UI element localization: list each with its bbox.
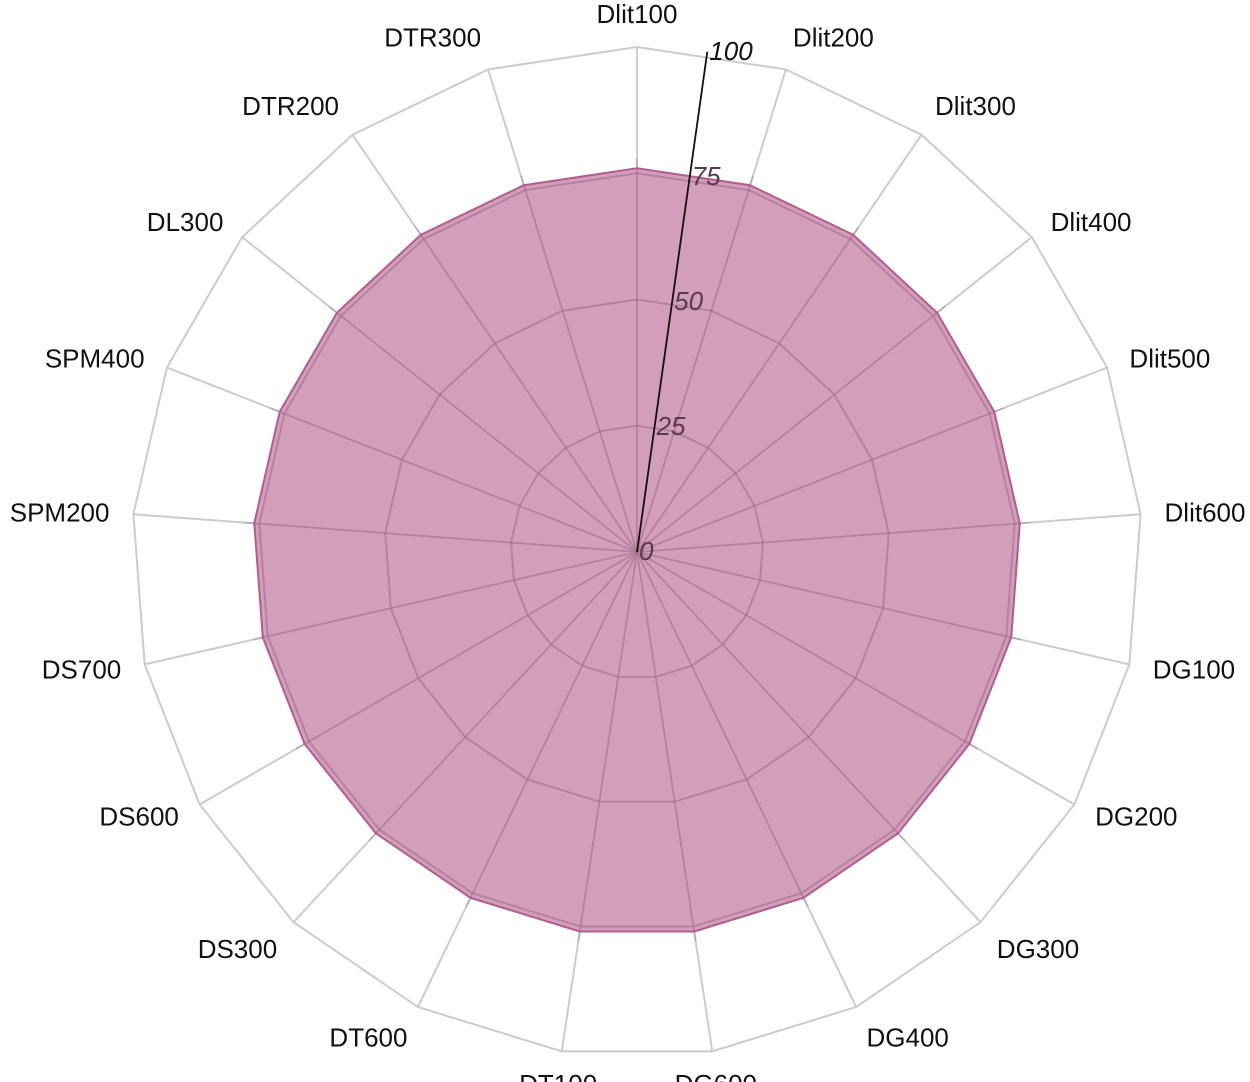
grid-ring-75 (258, 172, 1016, 928)
radial-tick-label: 50 (674, 286, 703, 316)
radial-tick-label: 75 (692, 161, 721, 191)
category-labels: Dlit100 Dlit200 Dlit300 Dlit400 Dlit500 Dlit6… (10, 0, 1246, 1082)
category-label-DG400: DG400 (867, 1023, 949, 1053)
inner-spoke-DT600 (465, 551, 638, 908)
inner-spoke-DS700 (252, 551, 638, 641)
category-label-DL300: DL300 (147, 207, 224, 237)
category-label-SPM200: SPM200 (10, 497, 110, 527)
category-label-SPM400: SPM400 (45, 344, 145, 374)
category-label-Dlit100: Dlit100 (597, 0, 678, 29)
category-label-DTR300: DTR300 (384, 23, 481, 53)
inner-spoke-Dlit400 (636, 305, 946, 553)
category-label-DS300: DS300 (198, 934, 278, 964)
radial-axis-line (636, 51, 709, 553)
inner-spoke-DS300 (368, 551, 638, 842)
grid-ring-25 (510, 424, 764, 678)
radial-tick-label: 0 (639, 536, 654, 566)
category-label-DG600: DG600 (675, 1069, 757, 1082)
category-label-DS700: DS700 (42, 655, 122, 685)
inner-spoke-DT100 (577, 551, 638, 942)
inner-spoke-DG400 (636, 551, 809, 908)
inner-spoke-DG600 (636, 551, 697, 942)
category-label-Dlit500: Dlit500 (1129, 344, 1210, 374)
inner-spoke-Dlit500 (636, 407, 1004, 553)
category-label-Dlit600: Dlit600 (1165, 497, 1246, 527)
category-label-DS600: DS600 (99, 802, 179, 832)
category-label-Dlit300: Dlit300 (935, 91, 1016, 121)
inner-spoke-SPM400 (270, 407, 638, 553)
category-label-DT100: DT100 (519, 1069, 597, 1082)
category-label-DTR200: DTR200 (242, 91, 339, 121)
category-label-DG100: DG100 (1153, 655, 1235, 685)
inner-spoke-DG300 (636, 551, 906, 842)
grid-ring-outer (132, 45, 1142, 1053)
inner-spoke-DTR300 (520, 175, 638, 553)
inner-spoke-Dlit300 (636, 226, 860, 553)
inner-spoke-DTR200 (414, 226, 638, 553)
radial-tick-label: 25 (656, 411, 686, 441)
category-label-DG300: DG300 (997, 934, 1079, 964)
category-label-DT600: DT600 (329, 1023, 407, 1053)
inner-spoke-Dlit200 (636, 175, 754, 553)
inner-spoke-DG100 (636, 551, 1022, 641)
inner-spoke-DL300 (328, 305, 638, 553)
radial-tick-label: 100 (709, 36, 753, 66)
category-label-DG200: DG200 (1095, 802, 1177, 832)
inner-spoke-DS600 (295, 551, 638, 750)
radial-axis: 0 25 50 75 100 (636, 36, 753, 566)
inner-spoke-SPM200 (244, 521, 638, 553)
grid-ring-50 (384, 298, 890, 803)
category-label-Dlit400: Dlit400 (1051, 207, 1132, 237)
inner-spoke-DG200 (636, 551, 979, 750)
inner-spoke-Dlit600 (636, 521, 1030, 553)
category-label-Dlit200: Dlit200 (793, 23, 874, 53)
